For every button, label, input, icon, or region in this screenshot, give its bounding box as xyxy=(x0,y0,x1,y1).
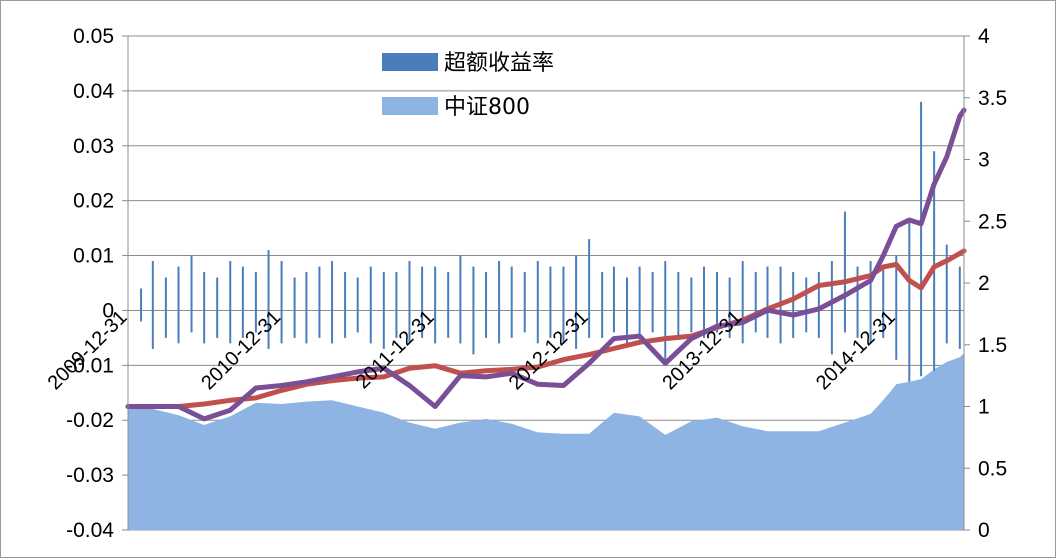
right-tick-label: 2.5 xyxy=(978,210,1007,233)
left-tick-label: -0.04 xyxy=(66,519,114,542)
left-tick-label: 0 xyxy=(102,299,114,322)
legend-label: 超额收益率 xyxy=(444,51,554,76)
left-tick-label: 0.03 xyxy=(73,135,114,158)
right-tick-label: 4 xyxy=(978,25,990,48)
csi800-area-path xyxy=(128,353,964,530)
right-tick-label: 0.5 xyxy=(978,457,1007,480)
left-tick-label: -0.03 xyxy=(66,464,114,487)
excess-return-bars xyxy=(140,101,961,382)
right-tick-label: 1 xyxy=(978,396,990,419)
legend-swatch xyxy=(382,97,438,115)
legend-label: 中证800 xyxy=(444,95,530,120)
left-tick-label: 0.02 xyxy=(73,190,114,213)
right-tick-label: 0 xyxy=(978,519,990,542)
legend-swatch xyxy=(382,53,438,71)
left-tick-label: 0.04 xyxy=(73,80,114,103)
csi800-area xyxy=(128,353,964,530)
right-tick-label: 3 xyxy=(978,149,990,172)
right-tick-label: 2 xyxy=(978,272,990,295)
purple-line xyxy=(125,107,967,422)
return-lines xyxy=(125,107,967,422)
left-tick-label: 0.01 xyxy=(73,245,114,268)
left-tick-label: -0.01 xyxy=(66,354,114,377)
right-tick-label: 3.5 xyxy=(978,87,1007,110)
left-tick-label: -0.02 xyxy=(66,409,114,432)
right-tick-label: 1.5 xyxy=(978,334,1007,357)
left-tick-label: 0.05 xyxy=(73,25,114,48)
